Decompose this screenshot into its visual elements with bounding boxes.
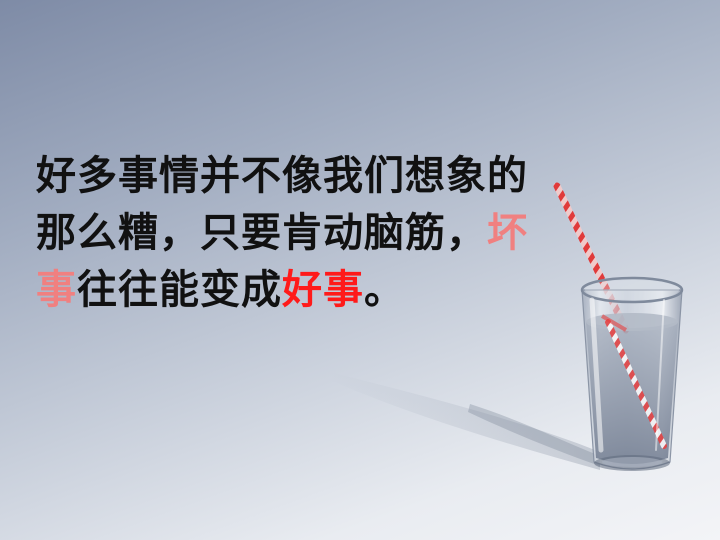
straw-lower — [605, 319, 667, 449]
slide-text: 好多事情并不像我们想象的 那么糟，只要肯动脑筋，坏 事往往能变成好事。 — [36, 148, 596, 319]
text-line-3: 事往往能变成好事。 — [36, 262, 596, 319]
highlight-bad: 坏 — [487, 210, 528, 256]
text-segment: 往往能变成 — [77, 267, 282, 313]
text-segment: 那么糟，只要肯动脑筋， — [36, 210, 487, 256]
highlight-bad-cont: 事 — [36, 267, 77, 313]
highlight-good: 好事 — [282, 267, 364, 313]
text-segment: 。 — [364, 267, 405, 313]
glass-rim — [580, 276, 684, 304]
text-segment: 好多事情并不像我们想象的 — [36, 153, 528, 199]
water-surface — [586, 313, 678, 331]
text-line-2: 那么糟，只要肯动脑筋，坏 — [36, 205, 596, 262]
text-line-1: 好多事情并不像我们想象的 — [36, 148, 596, 205]
glass-shadow — [330, 372, 600, 470]
